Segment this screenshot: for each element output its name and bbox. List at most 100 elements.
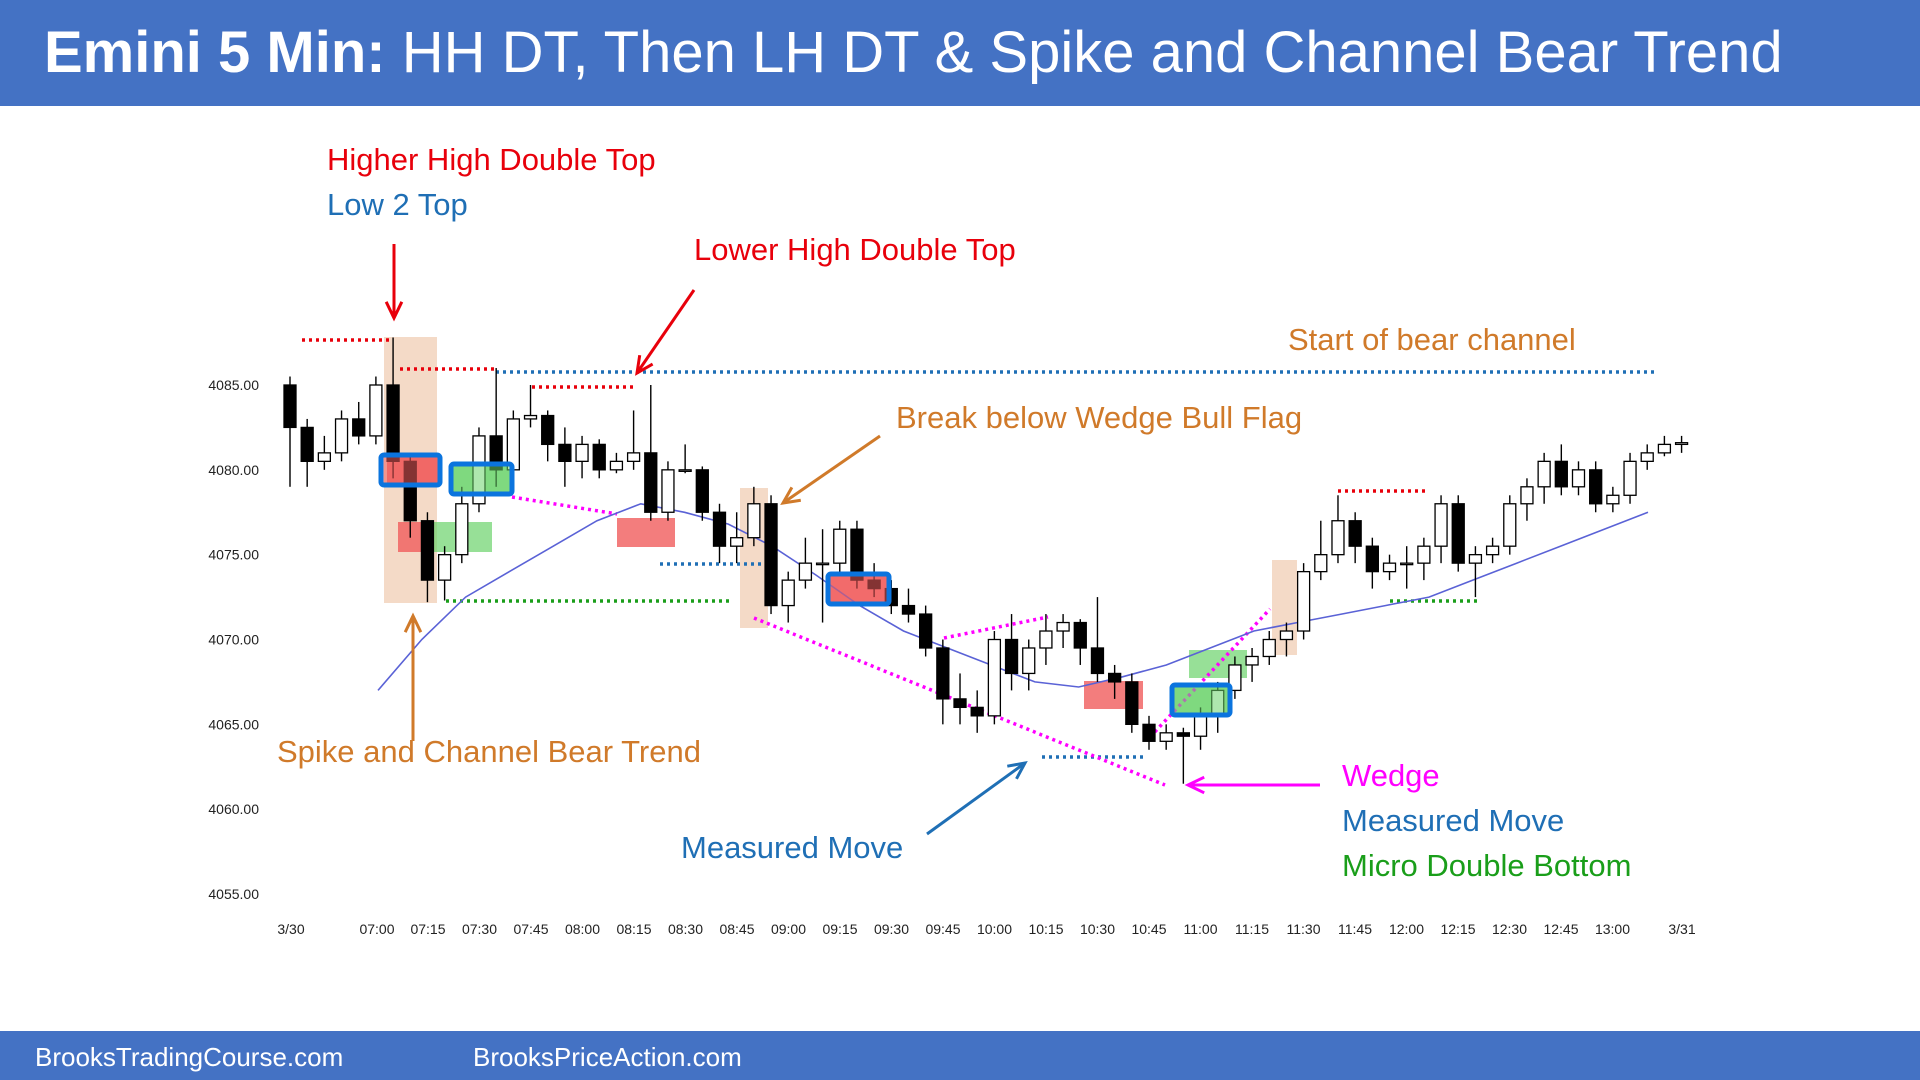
annotation-label: Lower High Double Top [694, 232, 1016, 267]
bull-candle [1417, 545, 1431, 564]
bull-candle [1640, 452, 1654, 463]
annotation-label: Wedge [1342, 758, 1440, 793]
x-tick-label: 12:45 [1543, 921, 1578, 937]
bull-candle [747, 503, 761, 539]
bear-candle [592, 443, 606, 471]
arrow-measured-move-head [1007, 760, 1028, 780]
bear-candle [1090, 647, 1105, 675]
bull-candle [1434, 503, 1448, 547]
y-tick-label: 4070.00 [208, 632, 259, 648]
bear-candle [901, 604, 916, 615]
bull-candle [455, 503, 469, 556]
bull-candle [987, 638, 1002, 717]
bull-candle [730, 537, 744, 547]
y-tick-label: 4075.00 [208, 547, 259, 563]
arrow-measured-move [926, 761, 1026, 836]
x-tick-label: 09:45 [925, 921, 960, 937]
bear-candle [1348, 520, 1362, 547]
annotation-label: Low 2 Top [327, 187, 468, 222]
bull-candle [1296, 570, 1311, 632]
bull-candle [1623, 460, 1637, 496]
wedge-line [1148, 607, 1272, 739]
x-tick-label: 12:15 [1440, 921, 1475, 937]
signal-box [825, 571, 892, 607]
bear-candle [644, 452, 658, 513]
title-banner: Emini 5 Min: HH DT, Then LH DT & Spike a… [0, 0, 1920, 106]
y-tick-label: 4055.00 [208, 886, 259, 902]
bull-candle [1520, 486, 1534, 505]
signal-box [378, 452, 443, 488]
bull-candle [1331, 520, 1345, 556]
bear-candle [1589, 469, 1603, 505]
bear-candle [1142, 723, 1156, 742]
annotation-label: Break below Wedge Bull Flag [896, 400, 1302, 435]
arrow-hh-double-top-head [384, 301, 404, 322]
bull-candle [437, 554, 452, 581]
bull-candle [1485, 545, 1500, 556]
bull-candle [1193, 715, 1208, 737]
bull-candle [781, 579, 795, 607]
x-tick-label: 07:00 [359, 921, 394, 937]
bull-candle [1314, 554, 1328, 573]
x-tick-label: 08:15 [616, 921, 651, 937]
bull-candle [1228, 664, 1242, 692]
bear-candle [558, 443, 572, 463]
y-tick-label: 4080.00 [208, 462, 259, 478]
arrow-wedge-head [1184, 775, 1205, 795]
bear-candle [1125, 681, 1139, 725]
signal-box [448, 461, 515, 497]
bull-candle [1245, 655, 1259, 666]
bull-candle [609, 460, 624, 471]
bear-candle [712, 511, 727, 547]
x-tick-label: 3/30 [277, 921, 304, 937]
bull-candle [1279, 630, 1294, 641]
x-tick-label: 10:45 [1131, 921, 1166, 937]
x-tick-label: 11:00 [1184, 921, 1218, 937]
footer-link-left[interactable]: BrooksTradingCourse.com [35, 1042, 344, 1072]
bear-candle [386, 384, 400, 463]
bear-candle [936, 647, 950, 700]
bear-candle [919, 613, 933, 649]
bear-candle [541, 414, 555, 446]
bull-candle [1262, 638, 1276, 658]
bull-candle [1400, 562, 1414, 566]
annotation-label: Spike and Channel Bear Trend [277, 734, 701, 769]
bull-candle [1503, 503, 1517, 547]
bear-candle [300, 426, 314, 463]
bull-candle [678, 469, 692, 472]
arrow-spike-channel-head [403, 612, 423, 633]
x-tick-label: 13:00 [1595, 921, 1630, 937]
bull-candle [1537, 460, 1551, 488]
bull-candle [661, 469, 675, 513]
bear-candle [953, 698, 967, 709]
bull-candle [317, 452, 332, 463]
title-bold: Emini 5 Min: [44, 20, 386, 85]
x-tick-label: 09:15 [822, 921, 857, 937]
bear-candle [764, 503, 778, 607]
bear-candle [1451, 503, 1465, 564]
x-tick-label: 11:30 [1287, 921, 1321, 937]
bull-candle [1571, 469, 1586, 488]
x-tick-label: 07:15 [410, 921, 445, 937]
bull-candle [798, 562, 813, 581]
bear-candle [283, 384, 297, 429]
x-tick-label: 10:00 [977, 921, 1012, 937]
x-tick-label: 08:30 [668, 921, 703, 937]
annotation-label: Micro Double Bottom [1342, 848, 1631, 883]
bull-candle [1468, 554, 1483, 564]
bull-candle [833, 528, 847, 564]
footer-link-right[interactable]: BrooksPriceAction.com [473, 1042, 742, 1072]
arrow-lh-double-top-head [635, 354, 654, 376]
candlestick-chart: 4085.00 4080.00 4075.00 4070.00 4065.00 4060.… [208, 142, 1695, 937]
bear-candle [970, 706, 984, 717]
bear-candle [695, 469, 709, 513]
x-tick-label: 09:00 [771, 921, 806, 937]
x-tick-label: 10:30 [1080, 921, 1115, 937]
x-tick-label: 11:45 [1338, 921, 1372, 937]
bear-candle [1073, 621, 1087, 649]
x-tick-label: 07:45 [513, 921, 548, 937]
bear-candle [1004, 638, 1019, 675]
x-tick-label: 10:15 [1028, 921, 1063, 937]
y-tick-label: 4085.00 [208, 377, 259, 393]
bull-candle [1039, 630, 1053, 649]
